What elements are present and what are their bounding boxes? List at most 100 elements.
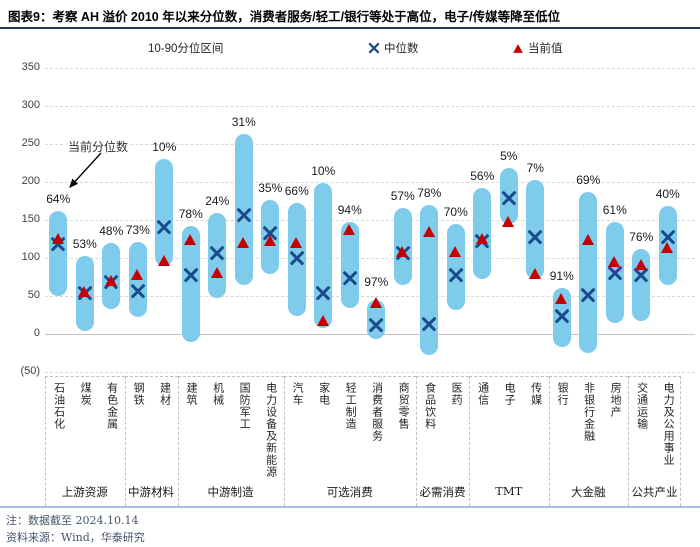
range-bar	[155, 159, 174, 266]
industry-label: 消费者服务	[370, 382, 384, 442]
current-marker	[78, 285, 91, 297]
industry-label: 有色金属	[105, 382, 119, 430]
percentile-label: 56%	[470, 169, 495, 184]
current-marker-icon	[513, 43, 523, 53]
median-marker	[369, 318, 383, 332]
gridline	[45, 68, 695, 69]
note-data-cutoff: 注：数据截至 2024.10.14	[6, 514, 139, 527]
current-marker	[343, 224, 356, 236]
median-marker	[608, 266, 622, 280]
range-bar	[314, 182, 333, 328]
range-bar	[579, 191, 598, 353]
range-bar	[340, 222, 359, 309]
figure-title: 图表9：考察 AH 溢价 2010 年以来分位数，消费者服务/轻工/银行等处于高…	[8, 10, 561, 24]
industry-label: 钢铁	[132, 382, 146, 406]
industry-label: 商贸零售	[397, 382, 411, 430]
group-label: 必需消费	[419, 485, 466, 499]
current-marker	[210, 266, 223, 278]
median-marker	[581, 288, 595, 302]
percentile-label: 5%	[500, 149, 518, 164]
y-tick-label: 300	[21, 99, 40, 111]
percentile-label: 64%	[46, 191, 71, 206]
median-marker	[210, 246, 224, 260]
industry-label: 轻工制造	[344, 382, 358, 430]
legend-range: 10-90分位区间	[148, 40, 223, 56]
percentile-label: 40%	[655, 187, 680, 202]
current-marker	[104, 275, 117, 287]
industry-label: 通信	[476, 382, 490, 406]
range-bar	[181, 226, 200, 343]
group-box	[469, 376, 549, 506]
percentile-label: 24%	[205, 194, 230, 209]
current-marker	[157, 254, 170, 266]
industry-label: 银行	[556, 382, 570, 406]
current-marker	[608, 255, 621, 267]
group-box	[548, 376, 628, 506]
median-marker	[157, 220, 171, 234]
current-marker	[369, 296, 382, 308]
legend-current: 当前值	[512, 40, 563, 56]
industry-label: 房地产	[609, 382, 623, 418]
group-label: TMT	[495, 484, 523, 498]
legend-current-label: 当前值	[528, 43, 563, 55]
percentile-label: 66%	[284, 183, 309, 198]
current-marker	[422, 225, 435, 237]
current-marker	[263, 235, 276, 247]
gridline	[45, 182, 695, 183]
group-label: 大金融	[571, 485, 606, 499]
industry-label: 电子	[503, 382, 517, 406]
gridline	[45, 144, 695, 145]
percentile-label: 48%	[99, 223, 124, 238]
percentile-label: 78%	[178, 207, 203, 222]
current-marker	[661, 241, 674, 253]
percentile-label: 31%	[231, 115, 256, 130]
percentile-label: 10%	[311, 163, 336, 178]
median-marker-icon	[370, 44, 379, 53]
group-label: 上游资源	[61, 485, 108, 499]
current-marker	[475, 232, 488, 244]
current-marker	[290, 236, 303, 248]
percentile-label: 35%	[258, 181, 283, 196]
y-tick-label: (50)	[20, 365, 40, 377]
percentile-label: 97%	[364, 275, 389, 290]
group-box	[416, 376, 469, 506]
percentile-label: 69%	[576, 172, 601, 187]
industry-label: 电力及公用事业	[662, 382, 676, 466]
median-marker	[316, 286, 330, 300]
industry-label: 交通运输	[635, 382, 649, 430]
group-box	[45, 376, 125, 506]
industry-label: 食品饮料	[423, 382, 437, 430]
current-marker	[396, 245, 409, 257]
legend-median-label: 中位数	[384, 43, 419, 55]
median-marker	[422, 317, 436, 331]
note-separator	[0, 506, 700, 508]
median-marker	[528, 230, 542, 244]
current-marker	[555, 292, 568, 304]
current-marker	[634, 258, 647, 270]
gridline	[45, 106, 695, 107]
industry-label: 非银行金融	[582, 382, 596, 442]
percentile-label: 57%	[390, 188, 415, 203]
median-marker	[555, 309, 569, 323]
industry-label: 汽车	[291, 382, 305, 406]
annotation-arrow-icon	[69, 152, 102, 188]
current-marker	[449, 245, 462, 257]
percentile-label: 10%	[152, 140, 177, 155]
industry-label: 传媒	[529, 382, 543, 406]
median-marker	[131, 284, 145, 298]
industry-label: 石油石化	[52, 382, 66, 430]
legend-range-label: 10-90分位区间	[148, 43, 224, 55]
percentile-label: 78%	[417, 185, 442, 200]
group-label: 中游材料	[128, 485, 174, 499]
industry-label: 建筑	[185, 382, 199, 406]
group-label: 公共产业	[631, 485, 678, 499]
legend-median: 中位数	[368, 40, 419, 56]
gridline	[45, 258, 695, 259]
percentile-label: 7%	[526, 160, 544, 175]
median-marker	[237, 208, 251, 222]
current-marker	[131, 269, 144, 281]
percentile-label: 70%	[443, 204, 468, 219]
median-marker	[184, 268, 198, 282]
industry-label: 医药	[450, 382, 464, 406]
